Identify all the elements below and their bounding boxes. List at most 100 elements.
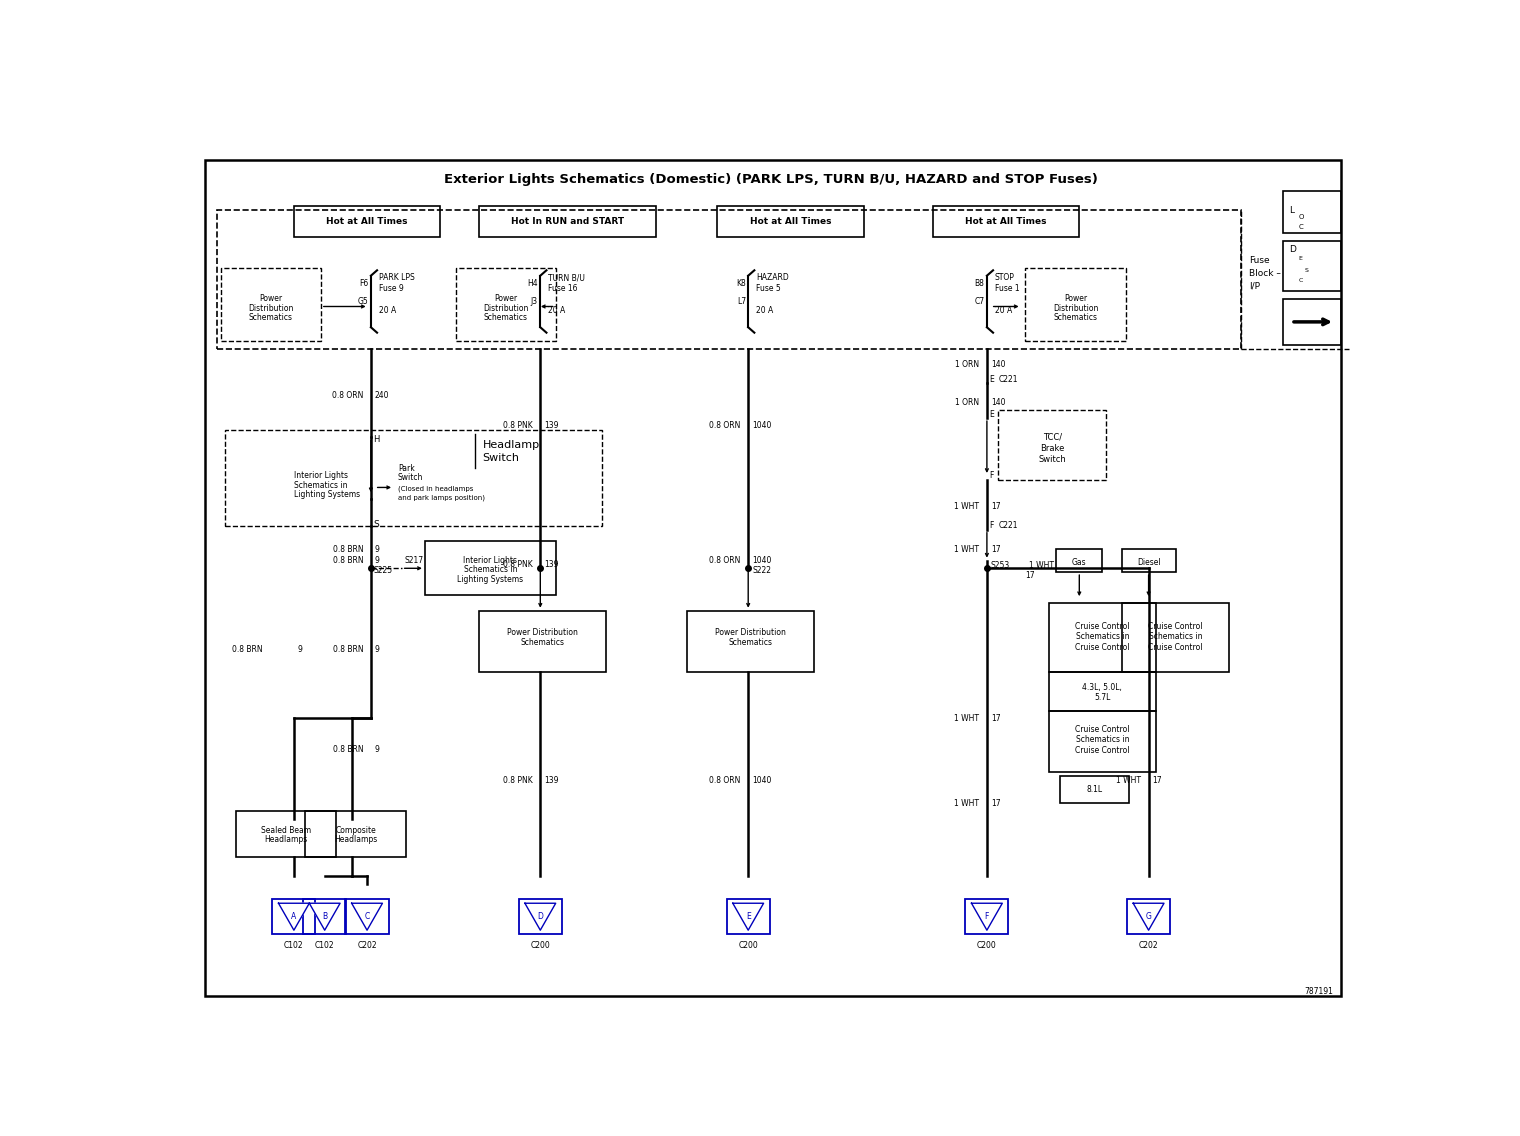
Text: 0.8 BRN: 0.8 BRN xyxy=(333,557,363,565)
Text: C7: C7 xyxy=(974,296,985,306)
Text: Block –: Block – xyxy=(1249,269,1280,278)
Bar xyxy=(518,900,562,934)
Text: Fuse 16: Fuse 16 xyxy=(549,284,578,293)
Text: Hot at All Times: Hot at All Times xyxy=(965,217,1047,226)
Text: S: S xyxy=(374,520,378,529)
Text: L: L xyxy=(1289,207,1295,216)
Text: 17: 17 xyxy=(1026,571,1035,580)
Bar xyxy=(1283,191,1341,233)
Bar xyxy=(424,542,556,595)
Text: Cruise Control: Cruise Control xyxy=(1148,621,1202,630)
Text: C: C xyxy=(1298,224,1304,231)
Bar xyxy=(306,811,406,857)
Text: 20 A: 20 A xyxy=(994,306,1012,315)
Text: Cruise Control: Cruise Control xyxy=(1075,643,1129,652)
Text: Exterior Lights Schematics (Domestic) (PARK LPS, TURN B/U, HAZARD and STOP Fuses: Exterior Lights Schematics (Domestic) (P… xyxy=(444,173,1099,186)
Text: Power: Power xyxy=(494,294,517,303)
Bar xyxy=(1056,549,1102,573)
Text: E: E xyxy=(1298,257,1303,261)
Text: S: S xyxy=(1304,268,1309,273)
Text: Switch: Switch xyxy=(1038,456,1066,465)
Polygon shape xyxy=(1134,903,1164,930)
Text: Schematics: Schematics xyxy=(483,312,527,321)
Text: 17: 17 xyxy=(991,713,1000,722)
Text: G5: G5 xyxy=(357,296,368,306)
Text: Cruise Control: Cruise Control xyxy=(1075,726,1129,735)
Text: 9: 9 xyxy=(375,557,380,565)
Bar xyxy=(1283,299,1341,345)
Text: F: F xyxy=(985,912,990,921)
Text: Power Distribution: Power Distribution xyxy=(506,628,578,636)
Text: 140: 140 xyxy=(991,399,1005,407)
Text: TCC/: TCC/ xyxy=(1043,433,1062,442)
Bar xyxy=(1049,673,1157,711)
Text: Schematics in: Schematics in xyxy=(1076,735,1129,744)
Bar xyxy=(1122,603,1230,673)
Text: 5.7L: 5.7L xyxy=(1094,693,1111,702)
Text: B8: B8 xyxy=(974,279,985,287)
Text: Distribution: Distribution xyxy=(1053,303,1097,312)
Text: 0.8 ORN: 0.8 ORN xyxy=(710,776,740,785)
Polygon shape xyxy=(309,903,340,930)
Bar xyxy=(302,900,347,934)
Polygon shape xyxy=(524,903,556,930)
Text: C200: C200 xyxy=(739,941,758,950)
Text: 1 WHT: 1 WHT xyxy=(955,713,979,722)
Text: O: O xyxy=(1298,214,1304,220)
Text: 20 A: 20 A xyxy=(549,306,565,315)
Text: S222: S222 xyxy=(752,566,771,575)
Bar xyxy=(1283,241,1341,291)
Text: I/P: I/P xyxy=(1249,282,1260,290)
Text: 139: 139 xyxy=(544,421,559,431)
Text: J3: J3 xyxy=(530,296,538,306)
Bar xyxy=(1049,711,1157,772)
Text: 8.1L: 8.1L xyxy=(1087,785,1104,794)
Text: 1 WHT: 1 WHT xyxy=(955,502,979,511)
Text: 139: 139 xyxy=(544,560,559,569)
Text: 787191: 787191 xyxy=(1304,987,1333,996)
Text: Switch: Switch xyxy=(398,473,423,482)
Text: HAZARD: HAZARD xyxy=(755,274,789,283)
Text: 1 WHT: 1 WHT xyxy=(1029,561,1055,570)
Text: S225: S225 xyxy=(374,566,392,575)
Text: Interior Lights: Interior Lights xyxy=(293,471,348,481)
Text: Lighting Systems: Lighting Systems xyxy=(293,490,360,499)
Text: Cruise Control: Cruise Control xyxy=(1148,643,1202,652)
Text: Park: Park xyxy=(398,463,415,473)
Text: (Closed in headlamps: (Closed in headlamps xyxy=(398,486,473,492)
Bar xyxy=(687,611,813,673)
Text: Fuse 5: Fuse 5 xyxy=(755,284,781,293)
Text: Schematics in: Schematics in xyxy=(464,566,517,575)
Text: C202: C202 xyxy=(1138,941,1158,950)
Text: Interior Lights: Interior Lights xyxy=(464,557,517,565)
Text: Fuse 9: Fuse 9 xyxy=(378,284,403,293)
Text: E: E xyxy=(746,912,751,921)
Polygon shape xyxy=(733,903,763,930)
Text: Headlamps: Headlamps xyxy=(334,835,377,844)
Text: C221: C221 xyxy=(999,521,1018,531)
Text: Headlamps: Headlamps xyxy=(264,835,309,844)
Text: H: H xyxy=(374,435,380,444)
Bar xyxy=(727,900,769,934)
Text: Cruise Control: Cruise Control xyxy=(1075,746,1129,755)
Text: Diesel: Diesel xyxy=(1137,559,1160,567)
Polygon shape xyxy=(351,903,383,930)
Text: 0.8 BRN: 0.8 BRN xyxy=(333,544,363,553)
Text: 240: 240 xyxy=(375,391,389,400)
Text: F: F xyxy=(990,521,994,531)
Text: 1 WHT: 1 WHT xyxy=(955,799,979,808)
Bar xyxy=(293,207,441,237)
Text: Hot at All Times: Hot at All Times xyxy=(327,217,407,226)
Text: E: E xyxy=(990,410,994,419)
Bar xyxy=(456,268,556,341)
Text: Brake: Brake xyxy=(1040,444,1064,452)
Text: 17: 17 xyxy=(991,544,1000,553)
Text: 4.3L, 5.0L,: 4.3L, 5.0L, xyxy=(1082,683,1122,692)
Text: Switch: Switch xyxy=(482,453,520,463)
Text: 0.8 BRN: 0.8 BRN xyxy=(333,745,363,754)
Text: TURN B/U: TURN B/U xyxy=(549,274,585,283)
Text: C200: C200 xyxy=(530,941,550,950)
Text: 0.8 BRN: 0.8 BRN xyxy=(333,644,363,653)
Text: D: D xyxy=(538,912,543,921)
Text: H4: H4 xyxy=(527,279,538,287)
